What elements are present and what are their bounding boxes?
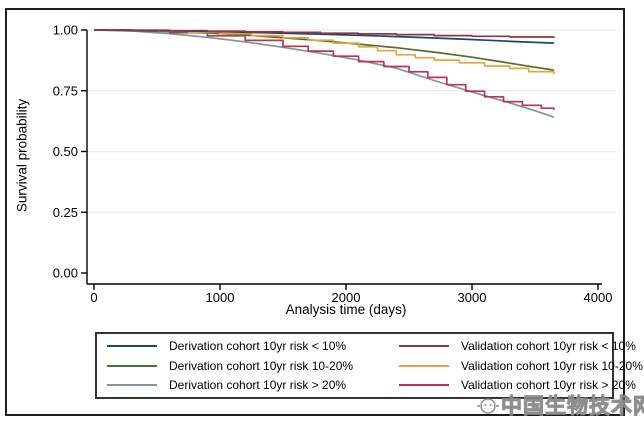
y-tick-label: 0.75 [53,83,78,98]
legend-box: Derivation cohort 10yr risk < 10% Validat… [95,332,643,399]
x-axis-title: Analysis time (days) [285,302,407,317]
legend-line-swatch [399,364,449,367]
legend-item: Derivation cohort 10yr risk > 20% [107,378,399,392]
legend-label: Derivation cohort 10yr risk < 10% [169,339,347,354]
legend-line-swatch [399,383,449,386]
legend-label: Validation cohort 10yr risk < 10% [461,339,636,354]
legend-item: Validation cohort 10yr risk < 10% [399,339,643,353]
survival-curve [94,29,555,75]
x-tick-label: 1000 [206,290,235,305]
legend-item: Validation cohort 10yr risk 10-20% [399,359,643,373]
x-tick-label: 0 [90,290,97,305]
survival-curve [94,29,555,38]
legend-label: Derivation cohort 10yr risk > 20% [169,377,347,392]
y-tick-label: 1.00 [53,23,78,38]
y-tick-label: 0.25 [53,205,78,220]
legend-item: Derivation cohort 10yr risk 10-20% [107,359,399,373]
legend-line-swatch [399,345,449,348]
legend-line-swatch [107,345,157,348]
legend-label: Validation cohort 10yr risk > 20% [461,377,636,392]
x-tick-label: 4000 [584,290,613,305]
x-tick-label: 3000 [458,290,487,305]
x-tick-label: 2000 [332,290,361,305]
y-tick-label: 0.00 [53,266,78,281]
legend-item: Derivation cohort 10yr risk < 10% [107,339,399,353]
legend-line-swatch [107,364,157,367]
survival-curve [93,29,555,119]
y-tick-label: 0.50 [53,144,78,159]
y-axis-title: Survival probability [14,98,30,213]
legend-label: Validation cohort 10yr risk 10-20% [461,358,643,373]
legend-line-swatch [107,383,157,386]
survival-curve [94,29,555,110]
legend-item: Validation cohort 10yr risk > 20% [399,378,643,392]
legend-label: Derivation cohort 10yr risk 10-20% [169,358,354,373]
